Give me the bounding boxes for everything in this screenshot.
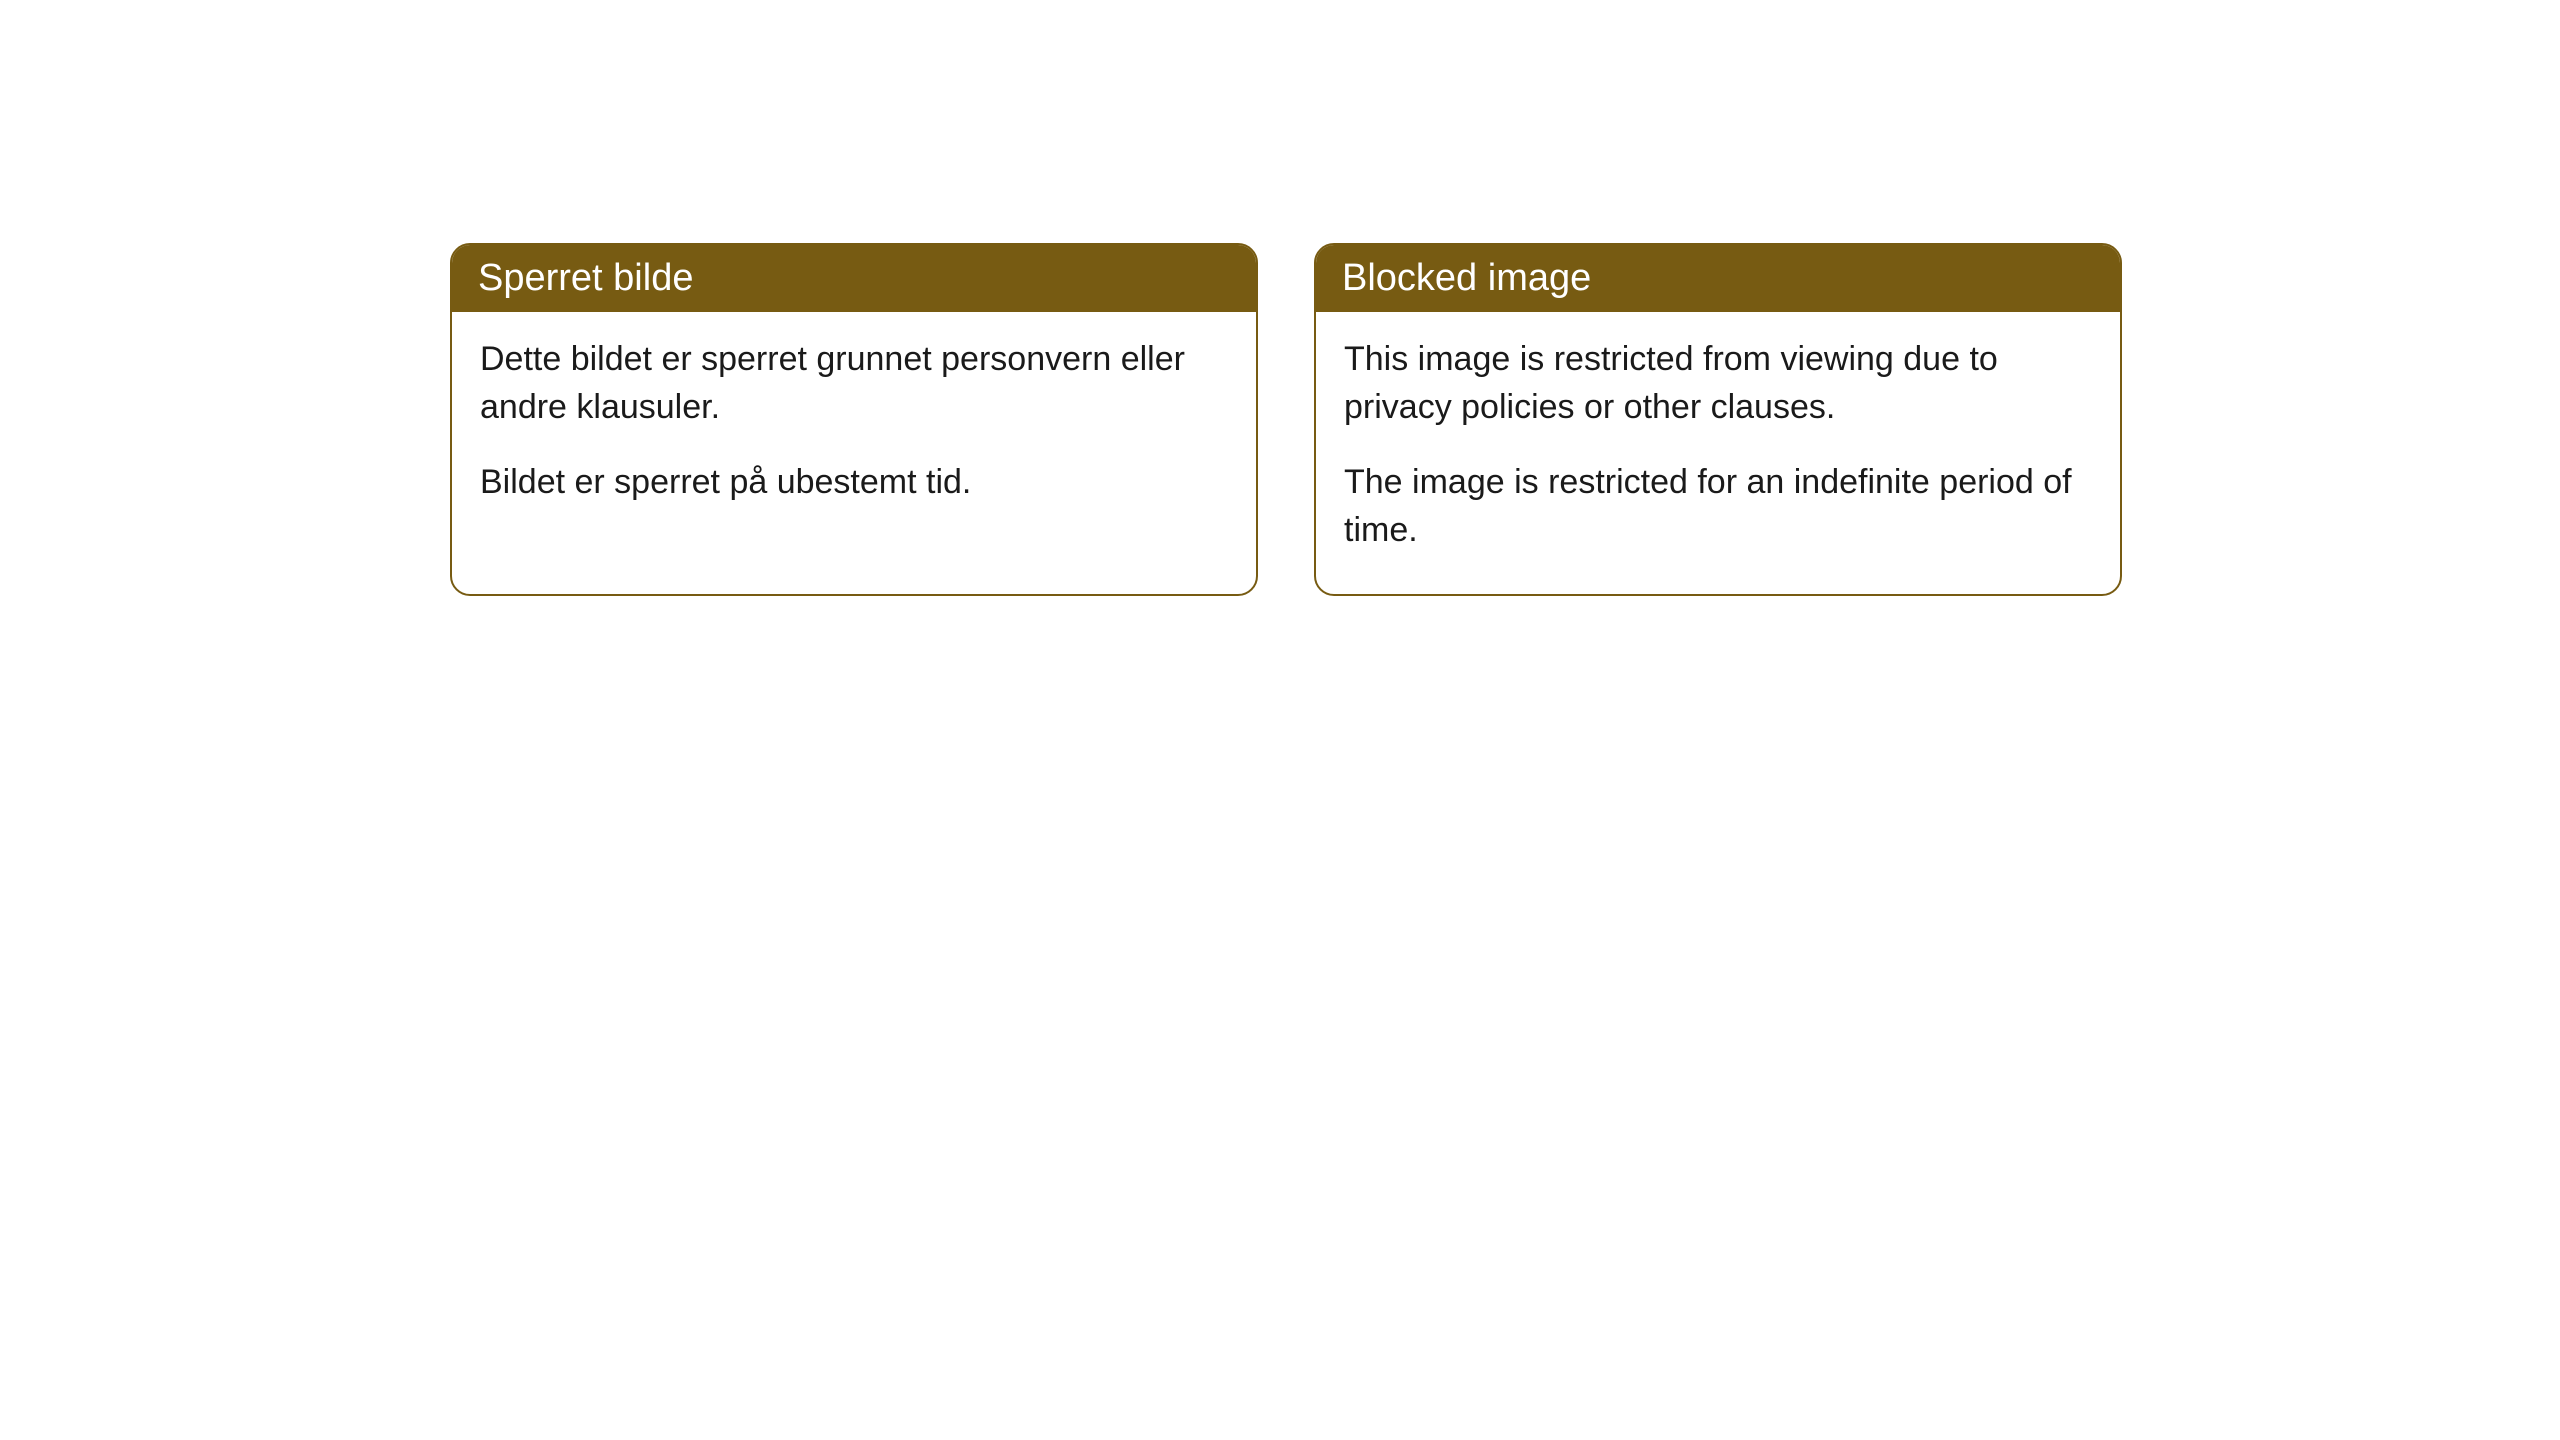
card-header: Blocked image	[1316, 245, 2120, 312]
card-body: Dette bildet er sperret grunnet personve…	[452, 312, 1256, 547]
card-body: This image is restricted from viewing du…	[1316, 312, 2120, 594]
card-paragraph: Bildet er sperret på ubestemt tid.	[480, 459, 1228, 507]
card-header: Sperret bilde	[452, 245, 1256, 312]
blocked-image-card-no: Sperret bilde Dette bildet er sperret gr…	[450, 243, 1258, 596]
card-paragraph: Dette bildet er sperret grunnet personve…	[480, 336, 1228, 431]
card-paragraph: This image is restricted from viewing du…	[1344, 336, 2092, 431]
card-paragraph: The image is restricted for an indefinit…	[1344, 459, 2092, 554]
blocked-image-card-en: Blocked image This image is restricted f…	[1314, 243, 2122, 596]
notice-cards-container: Sperret bilde Dette bildet er sperret gr…	[450, 243, 2122, 596]
